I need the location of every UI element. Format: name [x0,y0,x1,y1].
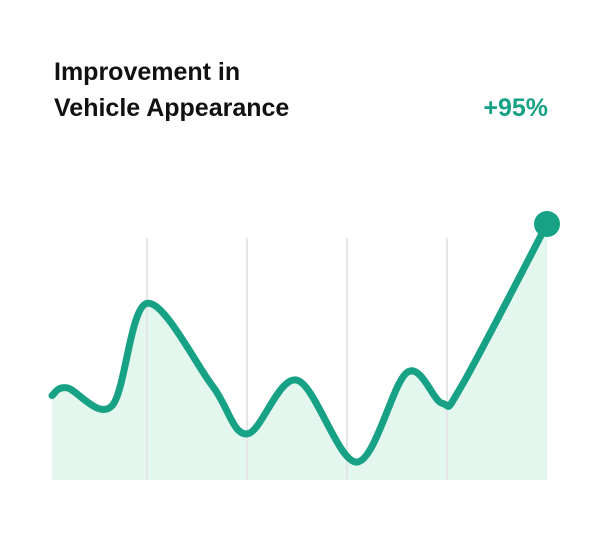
title-line: Improvement in [54,58,240,86]
end-point [534,211,560,237]
area-fill [52,224,547,480]
title-line: Vehicle Appearance [54,94,289,122]
change-badge: +95% [483,94,548,122]
line [48,220,551,466]
